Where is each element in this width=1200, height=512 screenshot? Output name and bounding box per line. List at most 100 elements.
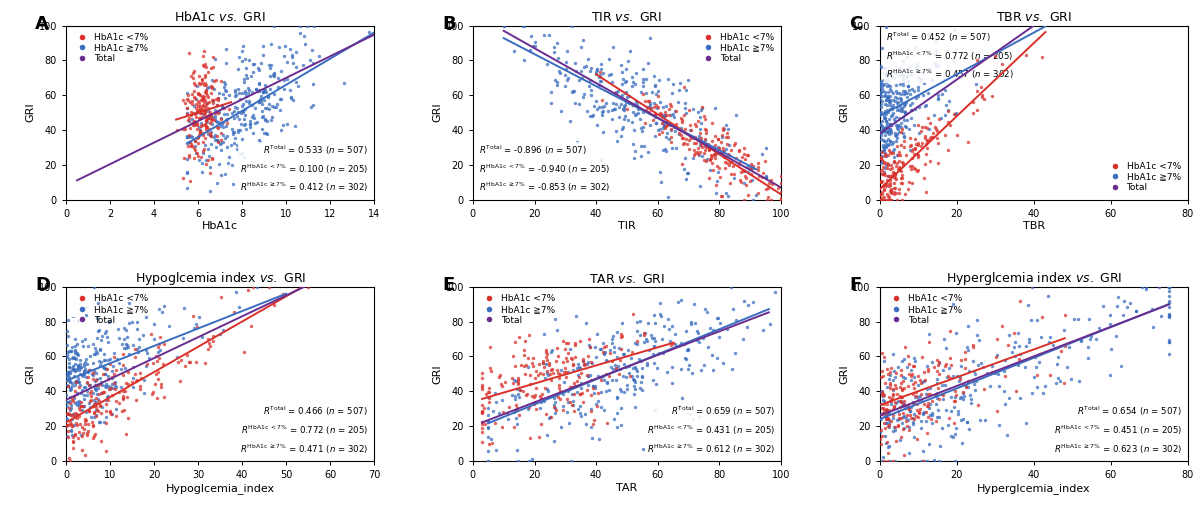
Point [72,402,91,410]
Point [894,72,913,80]
Point [511,360,530,369]
Point [644,334,664,342]
Point [652,110,671,118]
Point [888,165,907,174]
Point [266,102,286,111]
Point [617,65,636,73]
Point [547,81,566,90]
Point [889,90,908,98]
Point [720,158,739,166]
Point [1008,361,1027,369]
Point [947,329,966,337]
Point [245,119,264,127]
Point [892,95,911,103]
Point [547,391,566,399]
Point [710,149,730,157]
Point [270,95,289,103]
Point [904,144,923,153]
Point [79,407,98,415]
Point [703,326,722,334]
Point [611,132,630,140]
Point [880,384,899,392]
Point [607,353,626,361]
Point [940,364,959,372]
Point [1055,342,1074,350]
Point [115,387,134,395]
Point [964,343,983,351]
Point [956,381,976,390]
Point [212,103,232,111]
Point [610,370,629,378]
Point [78,343,97,351]
Point [85,430,104,438]
Point [917,137,936,145]
Point [619,57,638,65]
Point [652,312,671,321]
Point [889,188,908,197]
Point [186,137,205,145]
Point [208,136,227,144]
Point [74,394,94,402]
Point [623,310,642,318]
Point [244,111,263,119]
Point [566,312,586,321]
Point [902,420,922,428]
Point [198,114,217,122]
Point [638,319,658,327]
Point [536,350,556,358]
Point [888,421,907,429]
Point [98,396,118,404]
Point [617,381,636,389]
Point [870,196,889,204]
Point [632,65,652,73]
Point [116,378,136,387]
Point [662,322,682,330]
Point [61,420,80,428]
Point [881,187,900,195]
Point [569,371,588,379]
Point [883,147,902,156]
Point [634,329,653,337]
Point [910,408,929,416]
Point [902,99,922,108]
Point [876,140,895,148]
Point [1159,312,1178,320]
Point [242,101,262,109]
Point [186,149,205,157]
Point [880,126,899,135]
Point [941,374,960,382]
Point [190,99,209,107]
Point [182,90,202,98]
Point [70,400,89,409]
Point [59,410,78,418]
Point [908,121,928,130]
Point [871,426,890,434]
Point [1006,352,1025,360]
Point [901,134,920,142]
Point [660,111,679,119]
Point [580,341,599,349]
Point [674,138,694,146]
Point [1069,314,1088,323]
Point [871,108,890,116]
Point [220,104,239,113]
Point [174,95,193,103]
Point [871,80,890,89]
Point [870,196,889,204]
Point [526,42,545,50]
Point [479,398,498,407]
Point [926,400,946,408]
Point [646,337,665,345]
Point [287,48,306,56]
Point [485,389,504,397]
Point [922,415,941,423]
Point [560,345,580,353]
Point [96,419,115,428]
Point [883,386,902,394]
Point [583,381,602,390]
Point [900,404,919,413]
Point [684,415,703,423]
Point [532,398,551,406]
Point [565,99,584,107]
Point [202,96,221,104]
